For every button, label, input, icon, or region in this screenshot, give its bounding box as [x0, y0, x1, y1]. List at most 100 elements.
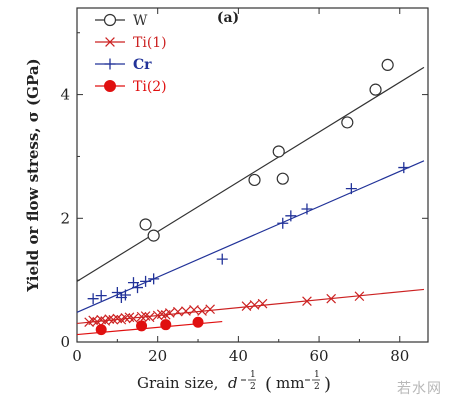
x-axis-unit: mm: [276, 374, 304, 392]
point-ti1: [181, 306, 191, 316]
point-cr: [398, 162, 410, 174]
point-w: [369, 83, 382, 96]
point-w: [139, 218, 152, 231]
point-ti1-path: [156, 309, 167, 319]
point-cr: [140, 275, 152, 287]
point-cr-path: [301, 203, 313, 215]
y-axis-title: Yield or flow stress, σ (GPa): [24, 58, 42, 292]
legend-marker-path: [105, 37, 115, 47]
point-ti2: [136, 320, 148, 332]
fit-line-w: [76, 66, 425, 282]
legend-marker: [104, 80, 116, 92]
series-ti2: [76, 316, 223, 336]
point-cr: [148, 273, 160, 285]
point-ti1: [302, 296, 312, 307]
point-ti1: [164, 308, 175, 318]
point-cr-path: [119, 289, 131, 301]
plot-frame: [76, 7, 429, 343]
point-cr-path: [140, 275, 152, 287]
panel-label: (a): [217, 10, 239, 26]
legend-marker: [105, 37, 115, 47]
point-ti1-path: [302, 296, 312, 307]
legend: W Ti(1) Cr Ti(2): [95, 13, 167, 95]
point-ti1-path: [144, 312, 155, 323]
point-ti1: [197, 306, 207, 316]
point-ti1-path: [354, 291, 365, 302]
point-ti1-path: [249, 300, 260, 310]
point-ti1: [249, 300, 260, 310]
point-w: [381, 58, 394, 72]
point-ti1-path: [189, 305, 199, 315]
point-ti1-path: [326, 293, 336, 304]
y-tick-label: 4: [60, 86, 70, 104]
point-w: [341, 116, 354, 129]
point-ti1: [136, 311, 147, 322]
x-axis-unit-exp-num: 1: [314, 370, 320, 380]
point-cr: [87, 293, 99, 305]
x-tick-label: 40: [229, 347, 248, 365]
point-w: [248, 173, 261, 187]
point-cr-path: [132, 282, 144, 294]
point-ti1-path: [128, 313, 139, 324]
legend-item-ti2: Ti(2): [95, 79, 167, 95]
point-cr-path: [216, 253, 228, 265]
point-cr-path: [148, 273, 160, 285]
point-ti1-path: [120, 313, 131, 323]
x-axis-paren-close: ): [324, 374, 331, 395]
x-axis-exp-den: 2: [250, 382, 256, 392]
point-ti1: [354, 291, 365, 302]
point-ti1: [189, 305, 199, 315]
x-tick-label: 20: [148, 347, 167, 365]
legend-label: Ti(1): [133, 35, 167, 51]
point-cr: [345, 183, 357, 195]
point-ti1: [156, 309, 167, 319]
point-ti1: [257, 298, 268, 309]
point-ti1-path: [197, 306, 207, 316]
x-tick-label: 0: [72, 347, 82, 365]
point-ti1: [128, 313, 139, 324]
point-ti1-path: [136, 311, 147, 322]
point-ti2: [95, 324, 107, 336]
series-cr: [76, 160, 425, 313]
point-cr-path: [285, 210, 297, 222]
point-cr-path: [398, 162, 410, 174]
x-axis-exp-num: 1: [250, 370, 256, 380]
watermark: 若水网: [397, 381, 442, 397]
x-axis-unit-exp-den: 2: [314, 382, 320, 392]
legend-label: Ti(2): [133, 79, 167, 95]
point-ti1-path: [241, 301, 252, 311]
point-ti1-path: [104, 314, 115, 324]
x-tick-label: 60: [310, 347, 329, 365]
legend-item-w: W: [95, 13, 148, 29]
point-ti2: [192, 316, 204, 328]
legend-item-ti1: Ti(1): [95, 35, 167, 51]
point-cr: [277, 217, 289, 229]
legend-marker: [103, 13, 117, 27]
x-tick-label: 80: [390, 347, 409, 365]
point-ti1: [104, 314, 115, 324]
point-ti1: [120, 313, 131, 323]
point-ti1: [205, 304, 215, 315]
point-ti1-path: [257, 298, 268, 309]
point-ti1: [326, 293, 336, 304]
point-cr-path: [87, 293, 99, 305]
point-cr: [285, 210, 297, 222]
point-w: [272, 145, 285, 158]
point-ti1: [241, 301, 252, 311]
point-cr: [95, 290, 107, 302]
y-tick-label: 0: [60, 333, 70, 351]
series-w: [76, 58, 425, 282]
point-w: [276, 172, 289, 185]
legend-label: Cr: [133, 57, 152, 73]
point-cr-path: [95, 290, 107, 302]
y-tick-label: 2: [60, 209, 70, 227]
point-ti1: [144, 312, 155, 323]
point-ti1-path: [181, 306, 191, 316]
x-axis-paren-open: (: [265, 374, 272, 395]
point-w: [147, 229, 160, 242]
x-axis-title-text: Grain size,: [137, 374, 218, 392]
legend-item-cr: Cr: [95, 57, 152, 73]
point-ti2: [160, 319, 172, 331]
series-ti1: [76, 288, 425, 328]
